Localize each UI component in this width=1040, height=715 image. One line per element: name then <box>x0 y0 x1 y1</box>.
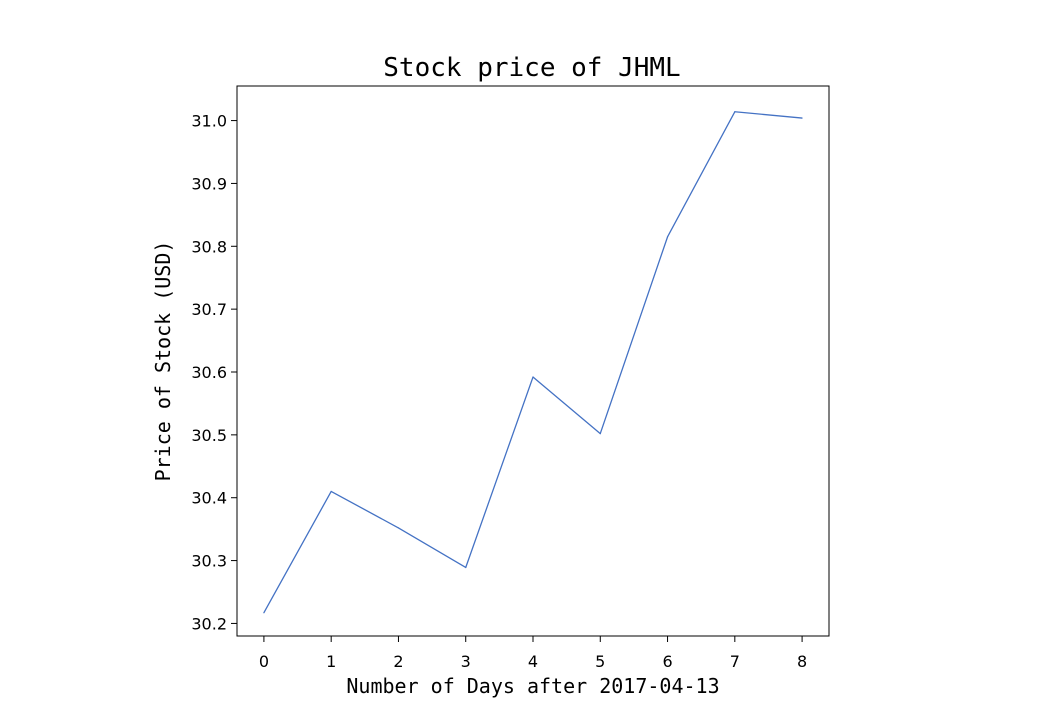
y-tick-label: 30.4 <box>191 489 227 508</box>
data-point <box>263 612 265 614</box>
x-axis-label: Number of Days after 2017-04-13 <box>346 674 719 698</box>
y-tick-label: 30.2 <box>191 614 227 633</box>
x-tick-label: 0 <box>259 652 269 671</box>
x-tick-label: 8 <box>797 652 807 671</box>
x-tick-label: 5 <box>595 652 605 671</box>
x-tick-label: 7 <box>730 652 740 671</box>
x-tick-label: 6 <box>662 652 672 671</box>
y-axis: 30.2 30.3 30.4 30.5 30.6 30.7 30.8 30.9 31.0 <box>191 112 237 633</box>
y-tick-label: 30.5 <box>191 426 227 445</box>
y-tick-label: 30.6 <box>191 363 227 382</box>
data-point <box>801 117 803 119</box>
series-line <box>263 111 803 614</box>
data-point <box>666 236 669 238</box>
series-layer <box>263 111 803 614</box>
data-point <box>599 433 601 435</box>
chart-title: Stock price of JHML <box>383 53 680 83</box>
data-point <box>734 111 736 113</box>
x-tick-label: 1 <box>326 652 336 671</box>
y-tick-label: 30.3 <box>191 552 227 571</box>
data-point <box>465 566 467 569</box>
x-axis: 0 1 2 3 4 5 6 7 8 <box>259 636 807 671</box>
x-tick-label: 4 <box>528 652 538 671</box>
y-tick-label: 30.8 <box>191 237 227 256</box>
data-point <box>532 376 534 378</box>
plot-area <box>236 85 830 637</box>
data-point <box>330 490 332 493</box>
x-tick-label: 2 <box>393 652 403 671</box>
y-tick-label: 30.9 <box>191 174 227 193</box>
y-axis-label: Price of Stock (USD) <box>151 241 175 482</box>
y-tick-label: 30.7 <box>191 300 227 319</box>
y-tick-label: 31.0 <box>191 112 227 131</box>
data-point <box>397 527 400 529</box>
x-tick-label: 3 <box>461 652 471 671</box>
